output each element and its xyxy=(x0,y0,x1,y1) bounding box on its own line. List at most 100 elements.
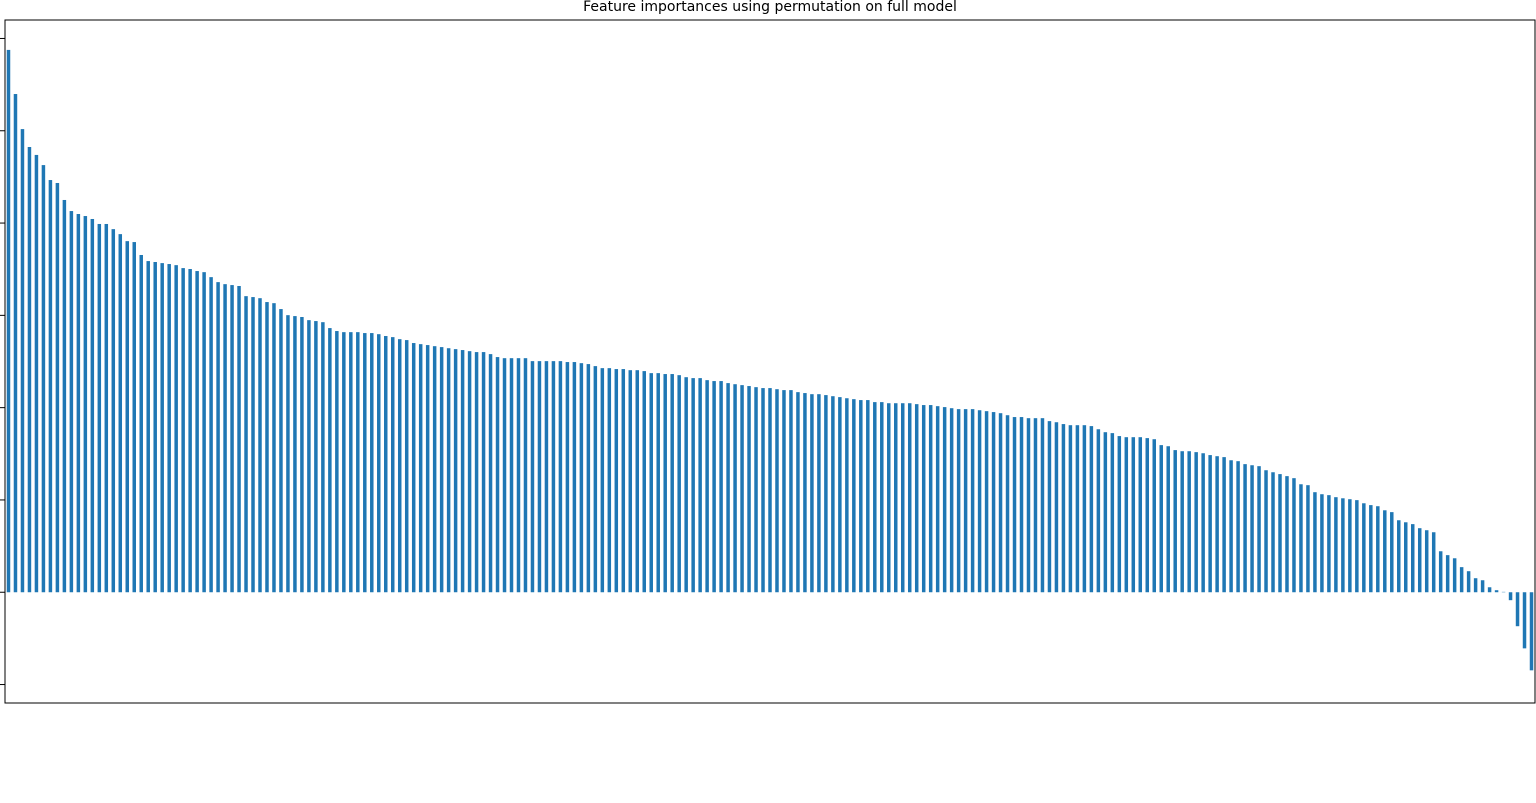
bar xyxy=(1369,505,1372,592)
bar xyxy=(985,411,988,592)
bar xyxy=(1523,592,1526,648)
bar xyxy=(1418,528,1421,592)
bar xyxy=(1208,455,1211,592)
bar xyxy=(929,405,932,592)
bar xyxy=(656,373,659,592)
bar xyxy=(349,332,352,592)
bar xyxy=(1146,438,1149,592)
bar xyxy=(971,409,974,592)
bar xyxy=(1425,530,1428,592)
bar xyxy=(1104,432,1107,592)
bar xyxy=(580,363,583,592)
bar xyxy=(126,241,129,592)
bar xyxy=(1097,429,1100,592)
bar xyxy=(1341,498,1344,592)
bar xyxy=(824,395,827,592)
bar xyxy=(1362,503,1365,592)
bar xyxy=(328,328,331,592)
bar xyxy=(1139,437,1142,592)
bar xyxy=(405,340,408,592)
bar xyxy=(1439,551,1442,592)
bar xyxy=(559,361,562,592)
bar xyxy=(1390,512,1393,592)
bar xyxy=(468,351,471,592)
bar xyxy=(1432,532,1435,592)
bar xyxy=(1285,476,1288,592)
bar xyxy=(622,369,625,592)
bar xyxy=(1348,499,1351,592)
bar xyxy=(433,346,436,592)
bar xyxy=(35,155,38,592)
bar xyxy=(1327,495,1330,592)
bar xyxy=(1334,497,1337,592)
bar xyxy=(531,361,534,592)
bar xyxy=(77,214,80,592)
bar xyxy=(803,393,806,592)
bar xyxy=(454,349,457,592)
bar xyxy=(1180,451,1183,592)
bar xyxy=(1271,472,1274,592)
bar xyxy=(412,343,415,592)
bar xyxy=(880,402,883,592)
bar xyxy=(1257,466,1260,592)
bar xyxy=(1118,436,1121,592)
bar xyxy=(496,357,499,592)
bar xyxy=(244,296,247,592)
bar xyxy=(251,297,254,592)
bar xyxy=(594,366,597,592)
bar xyxy=(922,405,925,592)
bar xyxy=(286,315,289,592)
bar xyxy=(139,255,142,592)
bar xyxy=(14,94,17,592)
bar xyxy=(1250,465,1253,592)
bar xyxy=(1467,571,1470,592)
bar xyxy=(978,410,981,592)
bar xyxy=(1083,425,1086,592)
bar xyxy=(426,345,429,592)
bar xyxy=(440,347,443,592)
bar xyxy=(167,264,170,592)
bar xyxy=(237,286,240,592)
bar xyxy=(307,320,310,592)
bar xyxy=(901,403,904,592)
bar xyxy=(663,374,666,592)
bar xyxy=(601,368,604,592)
bar xyxy=(775,389,778,592)
bar xyxy=(146,261,149,592)
bar xyxy=(63,200,66,592)
bar xyxy=(943,407,946,592)
bar xyxy=(28,147,31,592)
bar xyxy=(587,364,590,592)
bar xyxy=(957,409,960,592)
bar xyxy=(384,336,387,592)
bar xyxy=(866,400,869,592)
bar xyxy=(1222,457,1225,592)
bar xyxy=(98,224,101,592)
bar xyxy=(335,331,338,592)
bar xyxy=(370,333,373,592)
bar xyxy=(670,374,673,592)
bar xyxy=(1006,415,1009,592)
bar xyxy=(999,413,1002,592)
bar xyxy=(1243,464,1246,592)
bar xyxy=(188,269,191,592)
bar xyxy=(852,399,855,592)
bar xyxy=(7,50,10,592)
bar xyxy=(1264,470,1267,592)
bar xyxy=(1076,425,1079,592)
bar xyxy=(789,390,792,592)
bar xyxy=(698,378,701,592)
bar xyxy=(510,358,513,592)
bar xyxy=(1530,592,1533,670)
bar xyxy=(643,371,646,592)
bar xyxy=(1404,522,1407,592)
bar xyxy=(1320,494,1323,592)
bar xyxy=(1278,474,1281,592)
bar xyxy=(1383,510,1386,592)
bar xyxy=(272,303,275,592)
bar xyxy=(105,224,108,592)
bar xyxy=(1090,426,1093,592)
bar xyxy=(1236,461,1239,592)
bar xyxy=(1306,485,1309,592)
